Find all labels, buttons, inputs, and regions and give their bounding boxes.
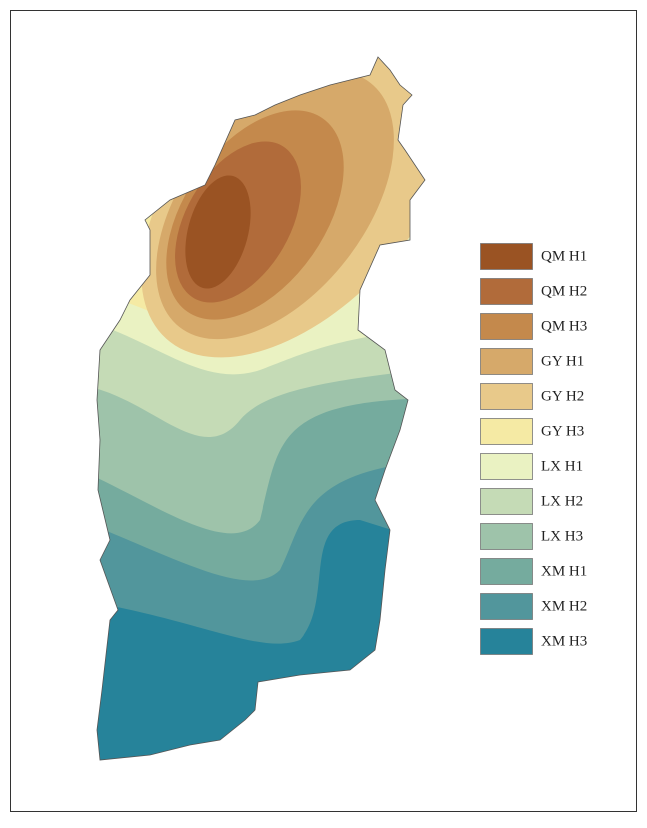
legend-label: GY H2	[541, 388, 584, 404]
legend-label: QM H3	[541, 318, 587, 334]
legend-swatch	[480, 593, 533, 620]
legend-label: LX H1	[541, 458, 583, 474]
legend-label: QM H2	[541, 283, 587, 299]
map-band	[185, 175, 251, 289]
legend-swatch	[480, 558, 533, 585]
legend-label: LX H2	[541, 493, 583, 509]
legend-swatch	[480, 523, 533, 550]
legend-swatch	[480, 418, 533, 445]
legend-label: XM H1	[541, 563, 587, 579]
legend-swatch	[480, 243, 533, 270]
legend-label: QM H1	[541, 248, 587, 264]
legend-swatch	[480, 313, 533, 340]
legend-label: LX H3	[541, 528, 583, 544]
legend-swatch	[480, 453, 533, 480]
legend-label: GY H3	[541, 423, 584, 439]
legend-swatch	[480, 488, 533, 515]
legend-swatch	[480, 348, 533, 375]
legend-swatch	[480, 628, 533, 655]
legend-label: GY H1	[541, 353, 584, 369]
legend-swatch	[480, 278, 533, 305]
legend-swatch	[480, 383, 533, 410]
legend-label: XM H3	[541, 633, 587, 649]
legend: QM H1 QM H2 QM H3 GY H1 GY H2 GY H3 LX H1 LX H2…	[480, 243, 587, 655]
legend-label: XM H2	[541, 598, 587, 614]
